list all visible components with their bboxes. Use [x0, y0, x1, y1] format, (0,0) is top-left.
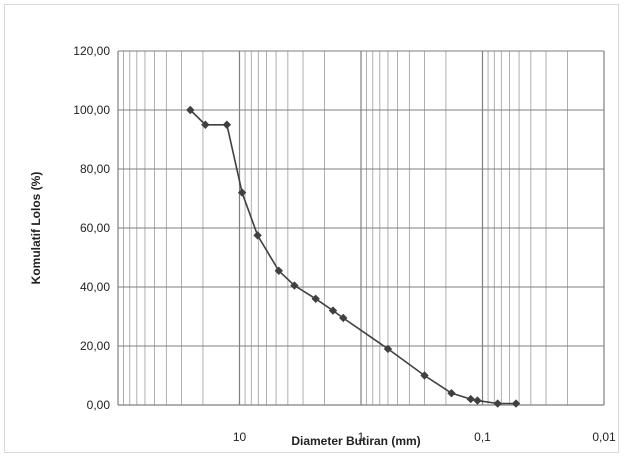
data-point	[290, 281, 299, 290]
data-point	[222, 120, 232, 129]
axes	[117, 51, 605, 406]
x-tick-label: 0,1	[474, 430, 491, 444]
data-point	[339, 313, 348, 323]
data-point	[253, 231, 262, 240]
y-tick-label: 0,00	[87, 398, 111, 412]
data-point	[311, 294, 320, 303]
y-axis-title: Komulatif Lolos (%)	[29, 172, 43, 285]
data-point	[447, 389, 456, 398]
data-point	[383, 344, 393, 354]
tick-labels: 0,00 20,00 40,00 60,00 80,00 100,00 120,00 10 1 0…	[73, 44, 616, 444]
data-point	[201, 120, 210, 129]
x-axis-title: Diameter Butiran (mm)	[291, 434, 420, 448]
data-point	[328, 306, 338, 315]
y-tick-label: 100,00	[73, 103, 110, 117]
y-tick-label: 20,00	[80, 339, 110, 353]
y-tick-label: 80,00	[80, 162, 110, 176]
y-tick-label: 60,00	[80, 221, 110, 235]
data-point	[466, 394, 475, 404]
data-point	[186, 105, 195, 115]
data-point	[237, 188, 247, 197]
x-tick-label: 1	[358, 430, 365, 444]
data-point	[473, 396, 482, 405]
x-tick-label: 10	[233, 430, 247, 444]
x-tick-label: 0,01	[592, 430, 616, 444]
data-point	[420, 371, 429, 380]
y-tick-label: 40,00	[80, 280, 110, 294]
series	[186, 105, 521, 408]
data-point	[511, 399, 521, 408]
data-point	[274, 266, 283, 275]
y-tick-label: 120,00	[73, 44, 110, 58]
grid	[118, 50, 605, 406]
data-point	[493, 399, 502, 408]
